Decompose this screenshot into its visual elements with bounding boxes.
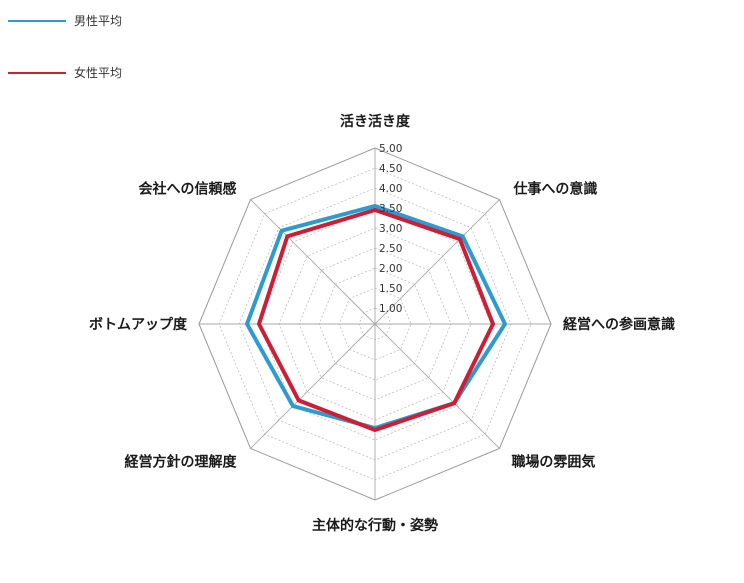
legend-label-female: 女性平均 — [74, 66, 123, 80]
tick-label-4.50: 4.50 — [379, 163, 402, 175]
radar-tick-labels: 1.00 1.50 2.00 2.50 3.00 3.50 4.00 4.50 5.00 — [379, 143, 402, 315]
axis-label-6: ボトムアップ度 — [89, 316, 188, 333]
axis-label-7: 会社への信頼感 — [139, 181, 237, 198]
tick-label-5.00: 5.00 — [379, 143, 402, 155]
legend-swatch-male — [8, 20, 66, 22]
legend-swatch-female — [8, 72, 66, 74]
legend-label-male: 男性平均 — [74, 14, 123, 28]
grid-spoke-5 — [250, 323, 376, 449]
tick-label-1.50: 1.50 — [379, 283, 402, 295]
grid-ring-2.00 — [318, 267, 432, 381]
axis-label-0: 活き活き度 — [340, 113, 411, 130]
axis-label-3: 職場の雰囲気 — [511, 453, 595, 470]
tick-label-2.00: 2.00 — [379, 263, 402, 275]
radar-grid — [198, 147, 552, 501]
axis-label-1: 仕事への意識 — [512, 181, 597, 198]
tick-label-1.00: 1.00 — [379, 303, 402, 315]
axis-label-2: 経営への参画意識 — [563, 316, 675, 333]
axis-label-4: 主体的な行動・姿勢 — [312, 517, 438, 534]
tick-label-3.00: 3.00 — [379, 223, 402, 235]
grid-spoke-3 — [374, 323, 500, 449]
radar-series — [244, 203, 508, 433]
grid-ring-1.50 — [338, 287, 412, 361]
grid-spoke-7 — [250, 199, 376, 325]
tick-label-4.00: 4.00 — [379, 183, 402, 195]
tick-label-3.50: 3.50 — [379, 203, 402, 215]
series-line-female — [256, 207, 496, 433]
grid-spoke-1 — [374, 199, 500, 325]
tick-label-2.50: 2.50 — [379, 243, 402, 255]
axis-label-5: 経営方針の理解度 — [125, 453, 238, 470]
